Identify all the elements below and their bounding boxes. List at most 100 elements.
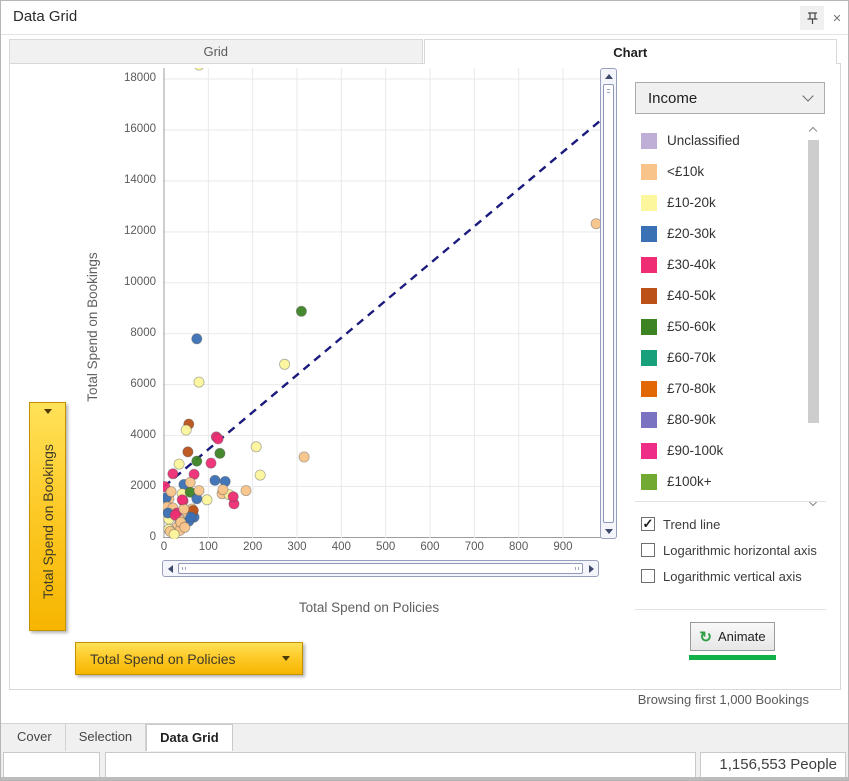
scatter-point[interactable]	[254, 469, 266, 481]
scatter-point[interactable]	[217, 484, 229, 496]
scatter-point[interactable]	[178, 503, 190, 515]
y-tick-label: 16000	[124, 122, 156, 135]
scatter-plot[interactable]	[163, 68, 603, 539]
legend-scrollbar-thumb[interactable]	[808, 140, 819, 423]
chevron-down-icon	[282, 656, 290, 661]
tab-cover[interactable]: Cover	[4, 724, 66, 751]
legend-item-40-50k[interactable]: £40-50k	[641, 280, 801, 311]
color-by-dropdown[interactable]: Income	[635, 82, 825, 114]
legend-label: <£10k	[667, 164, 705, 179]
y-tick-label: 4000	[130, 428, 156, 441]
chart-options: ✓ Trend line Logarithmic horizontal axis Lo…	[641, 511, 841, 589]
legend-item-70-80k[interactable]: £70-80k	[641, 373, 801, 404]
pin-icon	[807, 12, 817, 24]
status-box-middle	[105, 752, 696, 778]
scatter-point[interactable]	[209, 474, 221, 486]
scatter-point[interactable]	[279, 358, 291, 370]
scatter-point[interactable]	[167, 468, 179, 480]
x-tick-label: 200	[243, 541, 263, 553]
legend-item-80-90k[interactable]: £80-90k	[641, 404, 801, 435]
trend-line	[163, 117, 603, 488]
legend-label: £60-70k	[667, 350, 716, 365]
title-bar: Data Grid ✕	[1, 1, 848, 35]
tab-grid[interactable]: Grid	[9, 39, 423, 63]
legend-item-unclassified[interactable]: Unclassified	[641, 125, 801, 156]
legend-item-10-20k[interactable]: £10-20k	[641, 187, 801, 218]
scatter-point[interactable]	[182, 446, 194, 458]
scroll-up-icon[interactable]	[808, 126, 818, 136]
legend-item-60-70k[interactable]: £60-70k	[641, 342, 801, 373]
scatter-point[interactable]	[295, 305, 307, 317]
y-axis-field-button[interactable]: Total Spend on Bookings	[29, 402, 66, 631]
legend-item-30-40k[interactable]: £30-40k	[641, 249, 801, 280]
scatter-point[interactable]	[201, 494, 213, 506]
option-trend-line[interactable]: ✓ Trend line	[641, 511, 841, 537]
vertical-scrollbar-thumb[interactable]	[603, 84, 614, 523]
scatter-point[interactable]	[169, 509, 181, 521]
checkbox-checked-icon[interactable]: ✓	[641, 516, 655, 531]
animate-progress-bar	[689, 655, 776, 660]
scatter-point[interactable]	[214, 447, 226, 459]
scatter-point[interactable]	[179, 521, 191, 533]
legend-swatch	[641, 256, 657, 273]
legend-item-20-30k[interactable]: £20-30k	[641, 218, 801, 249]
scatter-point[interactable]	[185, 511, 197, 523]
scroll-right-icon[interactable]	[584, 561, 598, 576]
scatter-point[interactable]	[191, 333, 203, 345]
scatter-point[interactable]	[298, 451, 310, 463]
scatter-point[interactable]	[194, 68, 204, 71]
scatter-point[interactable]	[168, 528, 180, 539]
legend-label: £100k+	[667, 474, 712, 489]
close-button[interactable]: ✕	[828, 6, 846, 30]
scroll-down-icon[interactable]	[601, 524, 616, 538]
divider	[635, 501, 826, 502]
x-axis-title: Total Spend on Policies	[298, 600, 440, 615]
chart-panel: 0 100 200 300 400 500 600 700 800 900 0 2000 4000 60…	[9, 63, 841, 690]
scatter-point[interactable]	[212, 433, 224, 445]
scatter-point[interactable]	[205, 457, 217, 469]
scatter-point[interactable]	[240, 485, 252, 497]
horizontal-scrollbar-thumb[interactable]	[178, 563, 583, 574]
option-logarithmic-vertical-axis[interactable]: Logarithmic vertical axis	[641, 563, 841, 589]
scatter-point[interactable]	[250, 441, 262, 453]
legend-label: £10-20k	[667, 195, 716, 210]
scatter-point[interactable]	[191, 455, 203, 467]
scroll-up-icon[interactable]	[601, 69, 616, 83]
scatter-point[interactable]	[193, 485, 205, 497]
legend-label: £90-100k	[667, 443, 724, 458]
y-tick-label: 10000	[124, 275, 156, 288]
option-logarithmic-horizontal-axis[interactable]: Logarithmic horizontal axis	[641, 537, 841, 563]
legend-label: £30-40k	[667, 257, 716, 272]
x-tick-label: 800	[509, 541, 529, 553]
legend-swatch	[641, 318, 657, 335]
legend-item-10k[interactable]: <£10k	[641, 156, 801, 187]
scroll-left-icon[interactable]	[163, 561, 177, 576]
scatter-point[interactable]	[193, 376, 205, 388]
tab-selection[interactable]: Selection	[66, 724, 147, 751]
checkbox-unchecked-icon[interactable]	[641, 543, 655, 557]
animate-button[interactable]: ↻ Animate	[690, 622, 775, 651]
chart-vertical-scrollbar[interactable]	[600, 68, 617, 539]
legend-swatch	[641, 132, 657, 149]
chart-horizontal-scrollbar[interactable]	[162, 560, 599, 577]
scatter-point[interactable]	[227, 491, 239, 503]
scatter-point[interactable]	[184, 476, 196, 488]
scatter-point[interactable]	[173, 458, 185, 470]
legend-scrollbar[interactable]	[807, 126, 820, 508]
scatter-point[interactable]	[165, 486, 177, 498]
tab-data-grid[interactable]: Data Grid	[146, 724, 233, 751]
x-tick-label: 400	[331, 541, 351, 553]
legend-item-90-100k[interactable]: £90-100k	[641, 435, 801, 466]
tab-chart[interactable]: Chart	[423, 39, 837, 64]
checkbox-unchecked-icon[interactable]	[641, 569, 655, 583]
legend-item-50-60k[interactable]: £50-60k	[641, 311, 801, 342]
x-tick-label: 500	[376, 541, 396, 553]
scatter-point[interactable]	[176, 494, 188, 506]
scatter-point[interactable]	[180, 424, 192, 436]
x-tick-label: 700	[464, 541, 484, 553]
legend: Unclassified <£10k £10-20k £20-30k £30-40k £4…	[641, 125, 801, 497]
legend-item-100k[interactable]: £100k+	[641, 466, 801, 497]
pin-button[interactable]	[800, 6, 824, 30]
scroll-down-icon[interactable]	[808, 497, 818, 507]
x-axis-field-button[interactable]: Total Spend on Policies	[75, 642, 303, 675]
